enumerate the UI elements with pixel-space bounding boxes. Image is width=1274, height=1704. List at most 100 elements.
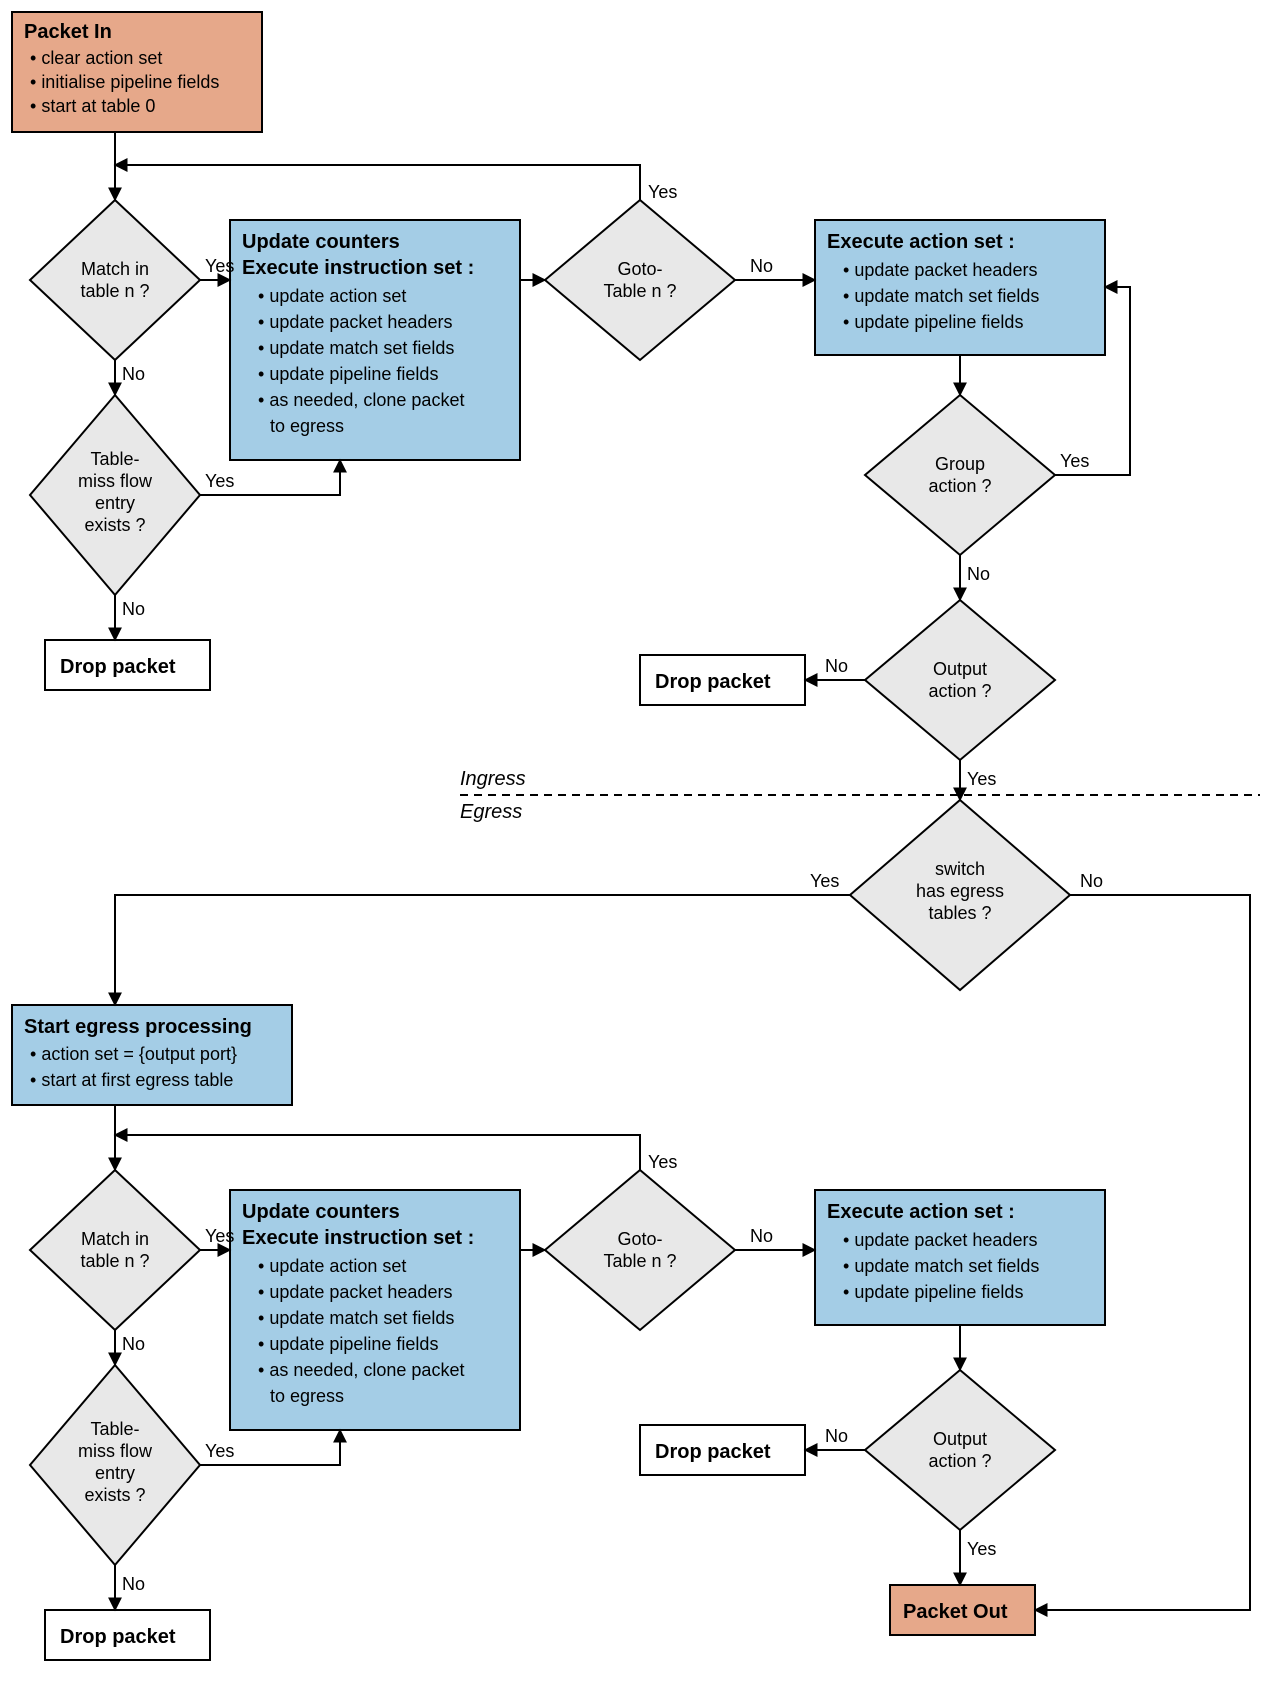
- node-match-2: Match in table n ?: [30, 1170, 200, 1330]
- e-tm1-yes: Yes: [205, 471, 234, 491]
- ga-l0: Group: [935, 454, 985, 474]
- node-table-miss-1: Table- miss flow entry exists ?: [30, 395, 200, 595]
- match2-l0: Match in: [81, 1229, 149, 1249]
- e-oa2-yes: Yes: [967, 1539, 996, 1559]
- packet-in-b1: • initialise pipeline fields: [30, 72, 219, 92]
- drop2-t: Drop packet: [655, 671, 771, 693]
- ea2-b2: • update pipeline fields: [843, 1282, 1023, 1302]
- node-output-1: Output action ?: [865, 600, 1055, 760]
- node-group-action: Group action ?: [865, 395, 1055, 555]
- e-se-yes: Yes: [810, 871, 839, 891]
- uc2-t1: Execute instruction set :: [242, 1227, 474, 1249]
- se-b0: • action set = {output port}: [30, 1044, 237, 1064]
- e-match1-yes: Yes: [205, 256, 234, 276]
- e-goto1-yes: Yes: [648, 182, 677, 202]
- packet-in-title: Packet In: [24, 21, 112, 43]
- oa2-l0: Output: [933, 1429, 987, 1449]
- tm2-l0: Table-: [90, 1419, 139, 1439]
- oa2-l1: action ?: [928, 1451, 991, 1471]
- uc1-b4: • as needed, clone packet: [258, 390, 464, 410]
- drop1-t: Drop packet: [60, 656, 176, 678]
- e-oa1-yes: Yes: [967, 769, 996, 789]
- node-goto-1: Goto- Table n ?: [545, 200, 735, 360]
- node-drop-4: Drop packet: [640, 1425, 805, 1475]
- uc2-b1: • update packet headers: [258, 1282, 452, 1302]
- goto2-l1: Table n ?: [603, 1251, 676, 1271]
- node-match-1: Match in table n ?: [30, 200, 200, 360]
- e-match2-no: No: [122, 1334, 145, 1354]
- tm1-l0: Table-: [90, 449, 139, 469]
- uc2-t0: Update counters: [242, 1201, 400, 1223]
- ea2-t0: Execute action set :: [827, 1201, 1015, 1223]
- uc2-b5: to egress: [270, 1386, 344, 1406]
- e-se-no: No: [1080, 871, 1103, 891]
- e-oa2-no: No: [825, 1426, 848, 1446]
- e-ga-yes: Yes: [1060, 451, 1089, 471]
- e-tm2-no: No: [122, 1574, 145, 1594]
- node-update-counters-2: Update counters Execute instruction set …: [230, 1190, 520, 1430]
- match1-l0: Match in: [81, 259, 149, 279]
- node-drop-3: Drop packet: [45, 1610, 210, 1660]
- packet-in-b0: • clear action set: [30, 48, 162, 68]
- goto2-l0: Goto-: [617, 1229, 662, 1249]
- oa1-l0: Output: [933, 659, 987, 679]
- ea1-t0: Execute action set :: [827, 231, 1015, 253]
- tm1-l1: miss flow: [78, 471, 153, 491]
- node-drop-1: Drop packet: [45, 640, 210, 690]
- packet-out-t: Packet Out: [903, 1601, 1008, 1623]
- ea2-b0: • update packet headers: [843, 1230, 1037, 1250]
- node-table-miss-2: Table- miss flow entry exists ?: [30, 1365, 200, 1565]
- uc1-b3: • update pipeline fields: [258, 364, 438, 384]
- tm1-l2: entry: [95, 493, 135, 513]
- e-tm2-yes: Yes: [205, 1441, 234, 1461]
- node-exec-action-1: Execute action set : • update packet hea…: [815, 220, 1105, 355]
- packet-in-b2: • start at table 0: [30, 96, 155, 116]
- e-goto2-yes: Yes: [648, 1152, 677, 1172]
- flowchart-diagram: Packet In • clear action set • initialis…: [0, 0, 1274, 1704]
- e-tm1-no: No: [122, 599, 145, 619]
- uc1-b5: to egress: [270, 416, 344, 436]
- e-oa1-no: No: [825, 656, 848, 676]
- node-switch-egress: switch has egress tables ?: [850, 800, 1070, 990]
- oa1-l1: action ?: [928, 681, 991, 701]
- se-b1: • start at first egress table: [30, 1070, 233, 1090]
- match1-l1: table n ?: [80, 281, 149, 301]
- node-packet-out: Packet Out: [890, 1585, 1035, 1635]
- uc2-b2: • update match set fields: [258, 1308, 454, 1328]
- node-goto-2: Goto- Table n ?: [545, 1170, 735, 1330]
- drop3-t: Drop packet: [60, 1626, 176, 1648]
- ea2-b1: • update match set fields: [843, 1256, 1039, 1276]
- goto1-l0: Goto-: [617, 259, 662, 279]
- node-drop-2: Drop packet: [640, 655, 805, 705]
- se-l0: switch: [935, 859, 985, 879]
- ga-l1: action ?: [928, 476, 991, 496]
- uc1-b1: • update packet headers: [258, 312, 452, 332]
- ea1-b0: • update packet headers: [843, 260, 1037, 280]
- egress-label: Egress: [460, 801, 522, 823]
- uc2-b3: • update pipeline fields: [258, 1334, 438, 1354]
- uc2-b0: • update action set: [258, 1256, 406, 1276]
- node-packet-in: Packet In • clear action set • initialis…: [12, 12, 262, 132]
- ea1-b2: • update pipeline fields: [843, 312, 1023, 332]
- se-l2: tables ?: [928, 903, 991, 923]
- goto1-l1: Table n ?: [603, 281, 676, 301]
- e-ga-no: No: [967, 564, 990, 584]
- node-output-2: Output action ?: [865, 1370, 1055, 1530]
- se-title: Start egress processing: [24, 1016, 252, 1038]
- uc2-b4: • as needed, clone packet: [258, 1360, 464, 1380]
- uc1-t1: Execute instruction set :: [242, 257, 474, 279]
- tm2-l1: miss flow: [78, 1441, 153, 1461]
- drop4-t: Drop packet: [655, 1441, 771, 1463]
- tm1-l3: exists ?: [84, 515, 145, 535]
- uc1-b2: • update match set fields: [258, 338, 454, 358]
- se-l1: has egress: [916, 881, 1004, 901]
- node-update-counters-1: Update counters Execute instruction set …: [230, 220, 520, 460]
- uc1-b0: • update action set: [258, 286, 406, 306]
- node-start-egress: Start egress processing • action set = {…: [12, 1005, 292, 1105]
- tm2-l3: exists ?: [84, 1485, 145, 1505]
- e-goto2-no: No: [750, 1226, 773, 1246]
- tm2-l2: entry: [95, 1463, 135, 1483]
- e-match1-no: No: [122, 364, 145, 384]
- e-match2-yes: Yes: [205, 1226, 234, 1246]
- uc1-t0: Update counters: [242, 231, 400, 253]
